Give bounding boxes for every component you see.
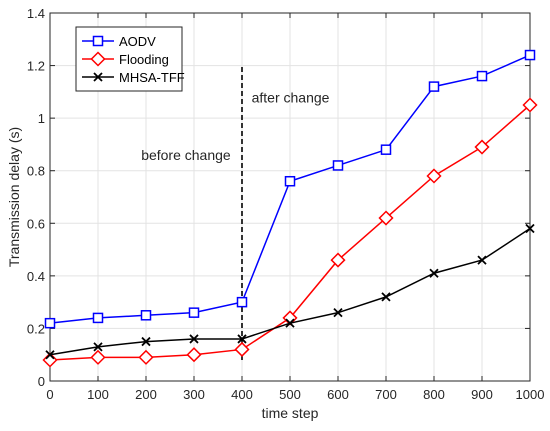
y-tick-label: 0.8: [27, 164, 45, 179]
data-point-mhsa-tff: [525, 223, 535, 234]
y-tick-label: 0.4: [27, 269, 45, 284]
annotation-text: before change: [141, 147, 231, 163]
data-point-aodv: [332, 160, 344, 171]
legend-label-flooding: Flooding: [119, 52, 169, 67]
data-point-aodv: [428, 81, 440, 92]
data-point-mhsa-tff: [477, 255, 487, 265]
data-point-aodv: [44, 317, 56, 329]
x-tick-label: 600: [327, 387, 349, 402]
data-point-aodv: [92, 312, 104, 324]
x-tick-label: 900: [471, 387, 493, 402]
data-point-mhsa-tff: [45, 350, 55, 360]
y-tick-label: 0: [38, 374, 45, 389]
y-tick-label: 0.2: [27, 321, 45, 336]
x-tick-label: 200: [135, 387, 157, 402]
series-mhsa-tff: [45, 223, 535, 360]
data-point-mhsa-tff: [189, 334, 199, 344]
y-axis-label: Transmission delay (s): [6, 127, 22, 267]
data-point-mhsa-tff: [237, 334, 247, 344]
y-tick-label: 1: [38, 111, 45, 126]
data-point-flooding: [474, 139, 490, 155]
y-tick-label: 1.4: [27, 6, 45, 21]
x-tick-label: 800: [423, 387, 445, 402]
data-point-mhsa-tff: [93, 342, 103, 352]
x-tick-label: 300: [183, 387, 205, 402]
x-tick-label: 700: [375, 387, 397, 402]
data-point-mhsa-tff: [285, 318, 295, 328]
y-tick-label: 0.6: [27, 216, 45, 231]
series-flooding: [42, 97, 538, 368]
x-axis-label: time step: [262, 405, 319, 421]
data-point-flooding: [90, 349, 106, 365]
x-tick-label: 500: [279, 387, 301, 402]
x-tick-label: 1000: [516, 387, 545, 402]
data-point-flooding: [186, 347, 202, 363]
data-point-aodv: [524, 49, 536, 61]
data-point-aodv: [236, 296, 248, 308]
y-tick-label: 1.2: [27, 59, 45, 74]
axis-ticks: 0 100 200 300 400 500 600 700 800 900 1000 0 0.2 0.4 0…: [27, 6, 545, 402]
data-point-mhsa-tff: [333, 308, 343, 318]
data-point-aodv: [284, 175, 296, 187]
legend-label-aodv: AODV: [119, 34, 156, 49]
legend-label-mhsa-tff: MHSA-TFF: [119, 70, 185, 85]
series-group: [42, 49, 538, 368]
data-point-flooding: [522, 97, 538, 113]
data-point-mhsa-tff: [381, 292, 391, 302]
x-tick-label: 0: [46, 387, 53, 402]
data-point-flooding: [426, 168, 442, 184]
legend: AODV Flooding MHSA-TFF: [75, 26, 185, 92]
data-point-mhsa-tff: [429, 268, 439, 278]
data-point-flooding: [330, 252, 346, 268]
data-point-mhsa-tff: [141, 336, 151, 347]
series-aodv: [44, 49, 536, 329]
data-point-flooding: [378, 210, 394, 226]
data-point-aodv: [140, 310, 152, 321]
annotations: after change before change: [141, 89, 329, 163]
data-point-aodv: [380, 144, 392, 155]
data-point-flooding: [138, 349, 154, 365]
legend-marker-flooding: [90, 51, 106, 67]
data-point-flooding: [234, 341, 250, 358]
data-point-aodv: [476, 70, 488, 82]
legend-marker-mhsa-tff: [93, 72, 103, 82]
annotation-text: after change: [252, 89, 330, 105]
data-point-aodv: [188, 307, 200, 318]
x-tick-label: 100: [87, 387, 109, 402]
x-tick-label: 400: [231, 387, 253, 402]
legend-marker-aodv: [92, 35, 104, 47]
